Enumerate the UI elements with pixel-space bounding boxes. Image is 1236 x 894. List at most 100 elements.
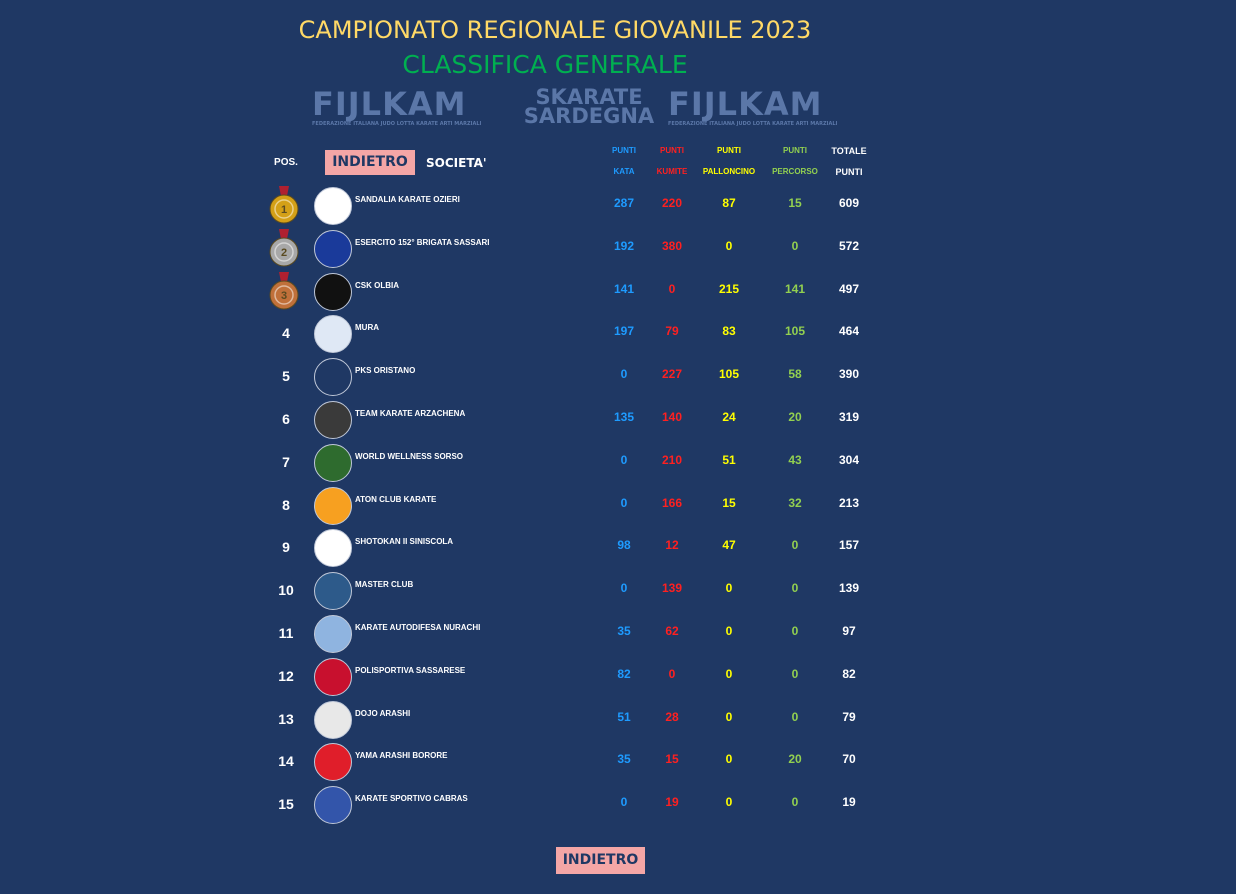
percorso-points: 20 (788, 410, 802, 424)
total-points: 79 (842, 709, 856, 724)
palloncino-points: 87 (722, 196, 736, 210)
back-button-bottom[interactable]: INDIETRO (556, 847, 645, 874)
club-logo-icon (314, 572, 352, 611)
club-name: KARATE AUTODIFESA NURACHI (355, 623, 481, 632)
position-number: 12 (278, 667, 294, 684)
back-button-top[interactable]: INDIETRO (325, 150, 415, 175)
club-logo-icon (314, 786, 352, 825)
kata-points: 35 (617, 752, 631, 767)
position-number: 8 (282, 496, 290, 513)
club-name: MURA (355, 323, 379, 333)
palloncino-points: 83 (722, 324, 736, 339)
club-logo-icon (314, 700, 352, 739)
kata-points: 35 (617, 624, 631, 638)
position-number: 14 (278, 753, 294, 770)
table-row: 14 YAMA ARASHI BORORE 35 15 0 20 70 (0, 740, 1236, 783)
kumite-points: 220 (661, 196, 683, 210)
club-logo-icon (314, 401, 352, 439)
header-kata-line1: PUNTI (612, 146, 636, 155)
palloncino-points: 0 (725, 795, 733, 810)
table-row: 12 POLISPORTIVA SASSARESE 82 0 0 0 82 (0, 655, 1236, 698)
total-points: 464 (838, 324, 860, 339)
table-row: 13 DOJO ARASHI 51 28 0 0 79 (0, 698, 1236, 741)
club-logo-icon (314, 358, 352, 397)
header-palloncino-line1: PUNTI (717, 146, 741, 155)
position-number: 5 (282, 368, 290, 385)
position-number: 11 (278, 625, 294, 641)
club-name: TEAM KARATE ARZACHENA (355, 409, 466, 418)
palloncino-points: 215 (718, 281, 740, 296)
club-name: SANDALIA KARATE OZIERI (355, 195, 460, 204)
table-row: 9 SHOTOKAN II SINISCOLA 98 12 47 0 157 (0, 526, 1236, 569)
club-name: YAMA ARASHI BORORE (355, 751, 448, 761)
palloncino-points: 0 (725, 752, 733, 767)
kumite-points: 166 (661, 495, 683, 510)
table-row: 15 KARATE SPORTIVO CABRAS 0 19 0 0 19 (0, 783, 1236, 826)
total-points: 304 (838, 452, 860, 467)
table-row: 2 ESERCITO 152° BRIGATA SASSARI 192 380 0 0 57… (0, 227, 1236, 270)
kata-points: 0 (620, 795, 628, 810)
percorso-points: 0 (791, 666, 799, 681)
total-points: 213 (838, 495, 860, 510)
club-name: CSK OLBIA (355, 280, 399, 290)
header-totale-line1: TOTALE (831, 146, 867, 156)
percorso-points: 15 (788, 196, 802, 210)
table-row: 6 TEAM KARATE ARZACHENA 135 140 24 20 319 (0, 398, 1236, 441)
position-number: 6 (282, 411, 290, 427)
club-logo-icon (314, 187, 352, 225)
kumite-points: 139 (661, 581, 683, 596)
fijlkam-logo-left: FIJLKAM FEDERAZIONE ITALIANA JUDO LOTTA … (312, 85, 482, 127)
total-points: 157 (838, 538, 860, 553)
total-points: 497 (838, 281, 860, 296)
percorso-points: 32 (788, 495, 802, 510)
total-points: 82 (842, 666, 856, 681)
percorso-points: 0 (791, 581, 799, 596)
kata-points: 98 (617, 538, 631, 553)
kumite-points: 12 (665, 538, 679, 553)
position-number: 7 (282, 453, 290, 470)
club-logo-icon (314, 529, 352, 568)
club-name: DOJO ARASHI (355, 708, 411, 718)
position-number: 10 (278, 582, 294, 599)
kumite-points: 19 (665, 795, 679, 810)
table-row: 3 CSK OLBIA 141 0 215 141 497 (0, 270, 1236, 313)
table-row: 1 SANDALIA KARATE OZIERI 287 220 87 15 609 (0, 184, 1236, 227)
palloncino-points: 0 (725, 238, 733, 253)
silver-medal-icon: 2 (269, 228, 299, 267)
kumite-points: 0 (668, 281, 676, 296)
club-logo-icon (314, 443, 352, 482)
page-subtitle: CLASSIFICA GENERALE (402, 50, 688, 79)
bronze-medal-icon: 3 (269, 271, 299, 310)
position-number: 15 (278, 796, 294, 813)
club-logo-icon (314, 272, 352, 311)
club-logo-icon (314, 657, 352, 696)
club-name: MASTER CLUB (355, 580, 414, 590)
svg-text:3: 3 (281, 290, 287, 302)
position-number: 9 (282, 539, 290, 556)
kumite-points: 79 (665, 324, 679, 339)
total-points: 609 (838, 196, 860, 210)
percorso-points: 0 (791, 538, 799, 553)
header-percorso-line2: PERCORSO (772, 167, 818, 176)
percorso-points: 141 (784, 281, 806, 296)
percorso-points: 105 (784, 324, 806, 339)
kata-points: 0 (620, 452, 628, 467)
total-points: 19 (842, 795, 856, 810)
club-name: PKS ORISTANO (355, 366, 416, 376)
total-points: 572 (838, 238, 860, 253)
club-logo-icon (314, 229, 352, 268)
header-totale-line2: PUNTI (835, 167, 863, 177)
kata-points: 141 (613, 281, 635, 296)
kata-points: 192 (613, 238, 635, 253)
palloncino-points: 0 (725, 666, 733, 681)
position-number: 13 (278, 710, 294, 727)
table-row: 7 WORLD WELLNESS SORSO 0 210 51 43 304 (0, 441, 1236, 484)
fijlkam-logo-right: FIJLKAM FEDERAZIONE ITALIANA JUDO LOTTA … (668, 85, 838, 127)
svg-text:2: 2 (281, 247, 287, 259)
kata-points: 51 (617, 709, 631, 724)
palloncino-points: 51 (722, 452, 736, 467)
palloncino-points: 24 (722, 410, 736, 424)
percorso-points: 20 (788, 752, 802, 767)
percorso-points: 58 (788, 367, 802, 382)
position-number: 4 (282, 325, 290, 342)
